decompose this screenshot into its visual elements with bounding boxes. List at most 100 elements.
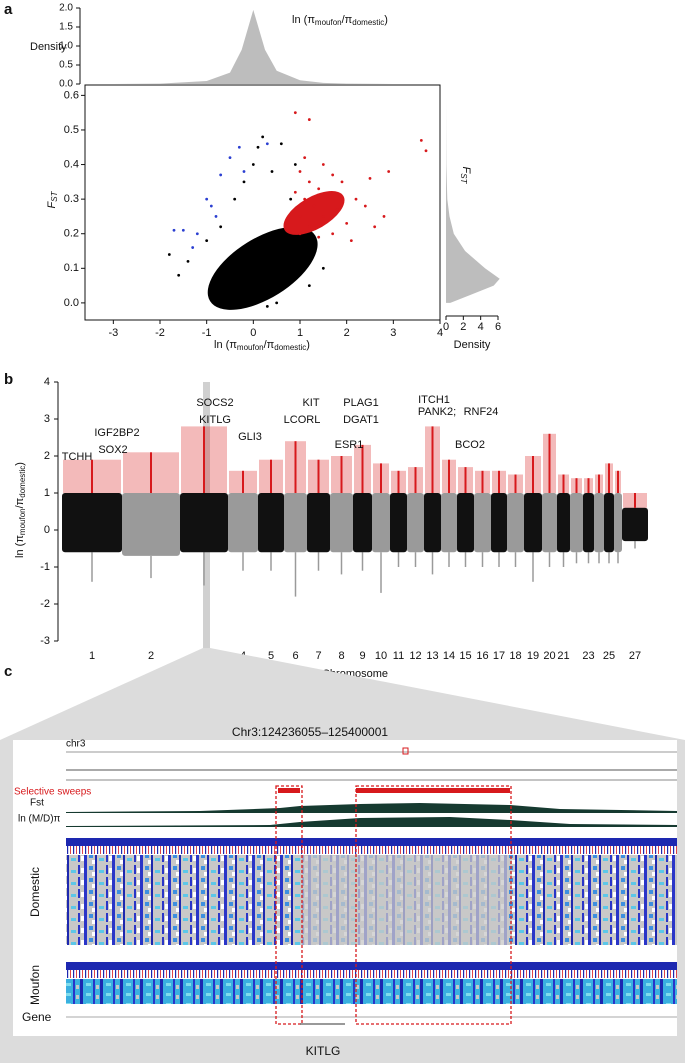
- moufon-header: [66, 962, 677, 970]
- y-tick-label: 0.0: [64, 297, 79, 309]
- label-part: ): [306, 339, 310, 351]
- region-title: Chr3:124236055–125400001: [232, 725, 388, 739]
- x-axis-label: ln (πmoufon/πdomestic): [214, 339, 310, 352]
- chromosome-cloud: [491, 493, 507, 553]
- point: [307, 118, 311, 121]
- point: [303, 197, 307, 201]
- point: [298, 232, 302, 236]
- label-part: domestic: [274, 343, 306, 352]
- domestic-header: [66, 838, 677, 846]
- point: [424, 149, 428, 153]
- label-part: /π: [264, 339, 275, 351]
- chromosome-cloud: [258, 493, 284, 553]
- point: [242, 180, 246, 184]
- x-tick-label: -2: [155, 327, 165, 339]
- gene-annotation: BCO2: [455, 439, 485, 451]
- gene-annotation: TCHH: [62, 451, 93, 463]
- x-tick-label: 20: [543, 650, 555, 662]
- point: [298, 170, 302, 173]
- panel-label: b: [4, 371, 13, 388]
- y-tick-label: 0.4: [64, 158, 79, 170]
- point: [228, 294, 232, 298]
- gene-annotation: SOX2: [98, 444, 127, 456]
- x-tick-label: 0: [443, 321, 449, 333]
- label-part: moufon: [18, 508, 27, 535]
- y-tick-label: -3: [40, 635, 50, 647]
- chromosome-cloud: [542, 493, 557, 553]
- point: [303, 156, 307, 160]
- gene-annotation: ITCH1: [418, 394, 450, 406]
- chromosome-cloud: [424, 493, 441, 553]
- label-part: moufon: [315, 18, 342, 27]
- point: [172, 228, 176, 232]
- chromosome-cloud: [457, 493, 474, 553]
- fst-track: [66, 803, 677, 813]
- point: [321, 163, 325, 166]
- point: [293, 163, 297, 166]
- y-tick-label: -2: [40, 598, 50, 610]
- gene-annotation: LCORL: [284, 414, 321, 426]
- point: [289, 197, 293, 201]
- y-tick-label: 0.2: [64, 228, 79, 240]
- track-label: Fst: [30, 798, 44, 809]
- point: [279, 142, 283, 146]
- label-part: moufon: [237, 343, 264, 352]
- chromosome-cloud: [407, 493, 424, 553]
- point: [265, 142, 269, 146]
- gene-annotation: PANK2;: [418, 406, 456, 418]
- label-part: ): [384, 14, 388, 26]
- x-tick-label: 19: [527, 650, 539, 662]
- label-part: ST: [50, 190, 59, 201]
- gene-annotation: PLAG1: [343, 397, 378, 409]
- gene-annotation: KITLG: [199, 414, 231, 426]
- y-tick-label: 1: [44, 487, 50, 499]
- x-tick-label: 9: [359, 650, 365, 662]
- chromosome-cloud: [604, 493, 614, 553]
- group-label: Domestic: [28, 867, 42, 917]
- point: [419, 138, 423, 142]
- point: [237, 301, 241, 305]
- panel-label: c: [4, 663, 12, 680]
- point: [298, 215, 302, 218]
- chromosome-cloud: [524, 493, 542, 553]
- chromosome-cloud: [62, 493, 122, 553]
- x-tick-label: 1: [89, 650, 95, 662]
- point: [275, 301, 279, 305]
- point: [331, 173, 335, 177]
- y-tick-label: 4: [44, 376, 50, 388]
- density-title: FST: [459, 167, 472, 185]
- group-label: Moufon: [28, 965, 42, 1005]
- gene-annotation: SOCS2: [196, 397, 233, 409]
- point: [270, 170, 274, 173]
- point: [326, 197, 330, 201]
- gene-annotation: ESR1: [335, 439, 364, 451]
- x-tick-label: 2: [148, 650, 154, 662]
- x-tick-label: 8: [338, 650, 344, 662]
- point: [317, 235, 321, 239]
- y-tick-label: 1.5: [59, 22, 73, 33]
- point: [387, 170, 391, 173]
- x-tick-label: 7: [315, 650, 321, 662]
- sweep-box: [275, 785, 303, 1025]
- sweep: [278, 788, 300, 793]
- chromosome-cloud: [330, 493, 353, 553]
- label-part: F: [460, 167, 472, 175]
- label-part: domestic: [18, 466, 27, 498]
- x-tick-label: 18: [509, 650, 521, 662]
- x-tick-label: 27: [629, 650, 641, 662]
- point: [321, 266, 325, 270]
- label-part: ln (π: [214, 339, 237, 351]
- x-tick-label: 6: [292, 650, 298, 662]
- chromosome-cloud: [583, 493, 594, 553]
- point: [368, 176, 372, 180]
- point: [293, 190, 297, 194]
- moufon-heatmap: [66, 979, 677, 1004]
- y-axis-label: ln (πmoufon/πdomestic): [14, 462, 27, 558]
- chromosome-cloud: [122, 493, 180, 556]
- chromosome-cloud: [622, 507, 648, 542]
- point: [312, 204, 316, 208]
- label-part: ): [14, 462, 26, 466]
- label-part: F: [46, 200, 58, 208]
- domestic-sweep-region: [302, 855, 507, 945]
- x-tick-label: 4: [437, 327, 443, 339]
